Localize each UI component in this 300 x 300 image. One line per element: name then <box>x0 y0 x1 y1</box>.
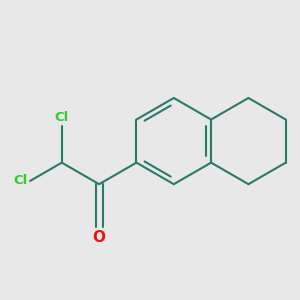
Text: Cl: Cl <box>55 111 69 124</box>
Text: O: O <box>93 230 106 245</box>
Text: Cl: Cl <box>14 174 28 188</box>
